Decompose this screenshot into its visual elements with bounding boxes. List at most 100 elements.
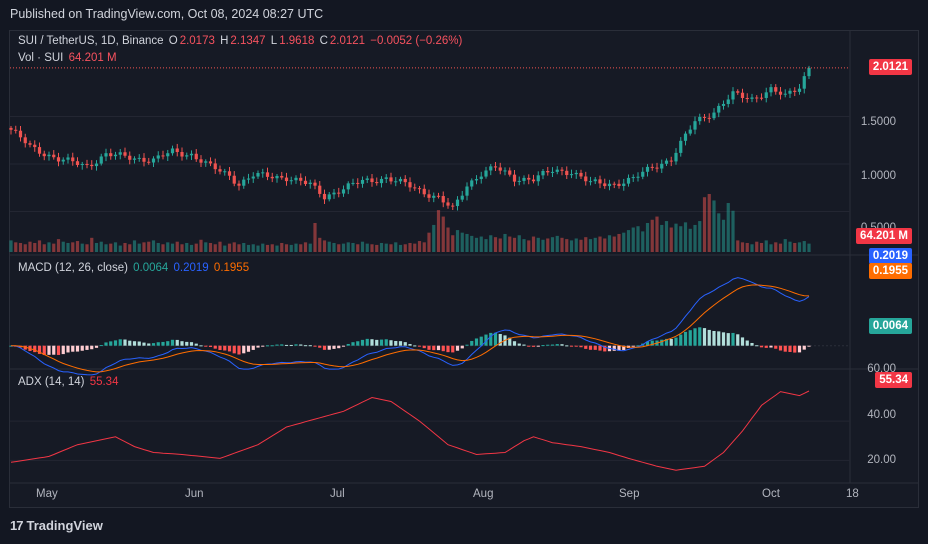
macd-histogram-bar xyxy=(679,334,683,346)
macd-histogram-bar xyxy=(664,338,669,346)
candle-body xyxy=(360,179,365,184)
macd-histogram-bar xyxy=(617,345,621,351)
macd-histogram-bar xyxy=(593,345,597,350)
candle-body xyxy=(170,148,175,154)
macd-histogram-bar xyxy=(175,339,179,346)
macd-hist-value: 0.0064 xyxy=(133,262,169,274)
candle-body xyxy=(498,167,502,171)
macd-histogram-bar xyxy=(360,339,365,346)
macd-histogram-bar xyxy=(569,345,574,347)
volume-bar xyxy=(284,244,289,252)
candle-body xyxy=(470,180,474,187)
volume-bar xyxy=(185,242,189,252)
volume-bar xyxy=(584,237,588,252)
macd-histogram-bar xyxy=(33,345,37,353)
volume-bar xyxy=(664,221,669,252)
candle-body xyxy=(579,172,583,177)
volume-bar xyxy=(384,243,388,252)
candle-body xyxy=(166,153,170,157)
macd-histogram-bar xyxy=(451,345,455,353)
volume-label[interactable]: Vol · SUI xyxy=(18,52,64,64)
volume-bar xyxy=(232,242,236,252)
chart-frame[interactable] xyxy=(9,30,919,508)
candle-body xyxy=(683,133,688,141)
candle-body xyxy=(726,99,730,104)
macd-histogram-bar xyxy=(365,338,369,346)
candle-body xyxy=(679,140,683,153)
volume-bar xyxy=(389,244,393,252)
volume-bar xyxy=(484,239,488,252)
macd-histogram-bar xyxy=(541,345,545,347)
macd-histogram-bar xyxy=(555,344,559,346)
candle-body xyxy=(227,171,232,176)
macd-label[interactable]: MACD (12, 26, close) xyxy=(18,262,128,274)
price-tick-2: 1.0000 xyxy=(860,170,896,182)
volume-bar xyxy=(151,240,156,252)
candle-body xyxy=(574,172,578,175)
top-bar: Published on TradingView.com, Oct 08, 20… xyxy=(0,0,928,30)
adx-label[interactable]: ADX (14, 14) xyxy=(18,376,85,388)
candle-body xyxy=(151,158,156,163)
macd-histogram-bar xyxy=(707,329,711,346)
macd-histogram-bar xyxy=(242,345,246,354)
close-value: 2.0121 xyxy=(329,35,366,47)
macd-histogram-bar xyxy=(764,345,768,348)
candle-body xyxy=(584,176,588,182)
candle-body xyxy=(137,157,141,159)
candle-body xyxy=(337,192,341,194)
macd-histogram-bar xyxy=(612,345,616,351)
volume-bar xyxy=(731,210,735,252)
candle-body xyxy=(85,163,89,165)
macd-histogram-bar xyxy=(565,345,569,347)
volume-bar xyxy=(650,219,654,252)
macd-histogram-bar xyxy=(394,340,398,346)
macd-histogram-bar xyxy=(698,327,702,346)
macd-line-value: 0.2019 xyxy=(173,262,209,274)
candle-body xyxy=(351,182,355,184)
macd-histogram-bar xyxy=(579,345,583,348)
macd-histogram-bar xyxy=(194,343,198,346)
candle-body xyxy=(793,90,797,92)
macd-histogram-bar xyxy=(113,340,118,346)
candle-body xyxy=(503,170,507,172)
volume-bar xyxy=(294,243,298,252)
candle-body xyxy=(384,177,388,179)
macd-histogram-bar xyxy=(712,330,716,346)
macd-histogram-bar xyxy=(213,345,217,349)
macd-histogram-bar xyxy=(313,345,317,347)
volume-bar xyxy=(536,237,540,252)
volume-bar xyxy=(308,243,312,252)
volume-bar xyxy=(574,238,578,252)
candle-body xyxy=(180,152,184,157)
volume-bar xyxy=(170,243,175,252)
volume-bar xyxy=(413,243,417,252)
macd-histogram-bar xyxy=(750,342,754,346)
volume-bar xyxy=(778,243,783,252)
volume-bar xyxy=(128,244,132,252)
macd-histogram-bar xyxy=(303,345,308,347)
volume-bar xyxy=(555,235,559,252)
candle-body xyxy=(755,97,759,99)
macd-hist-badge: 0.0064 xyxy=(868,318,912,334)
macd-histogram-bar xyxy=(493,332,498,346)
macd-histogram-bar xyxy=(550,344,555,346)
volume-bar xyxy=(740,242,745,252)
macd-histogram-bar xyxy=(432,345,436,351)
tradingview-logo[interactable]: 17 TradingView xyxy=(10,518,103,533)
volume-bar xyxy=(707,194,711,252)
macd-histogram-bar xyxy=(180,341,184,346)
macd-histogram-bar xyxy=(788,345,792,352)
candle-body xyxy=(565,170,569,176)
macd-histogram-bar xyxy=(797,345,802,353)
macd-histogram-bar xyxy=(807,345,811,347)
macd-histogram-bar xyxy=(455,345,460,351)
macd-histogram-bar xyxy=(403,342,407,346)
volume-bar xyxy=(318,237,322,252)
macd-histogram-bar xyxy=(736,334,740,346)
price-legend: SUI / TetherUS, 1D, Binance O 2.0173 H 2.1… xyxy=(18,35,464,47)
candle-body xyxy=(441,196,445,203)
candle-body xyxy=(631,177,635,179)
macd-histogram-bar xyxy=(498,333,502,346)
symbol-label[interactable]: SUI / TetherUS, 1D, Binance xyxy=(18,35,164,47)
